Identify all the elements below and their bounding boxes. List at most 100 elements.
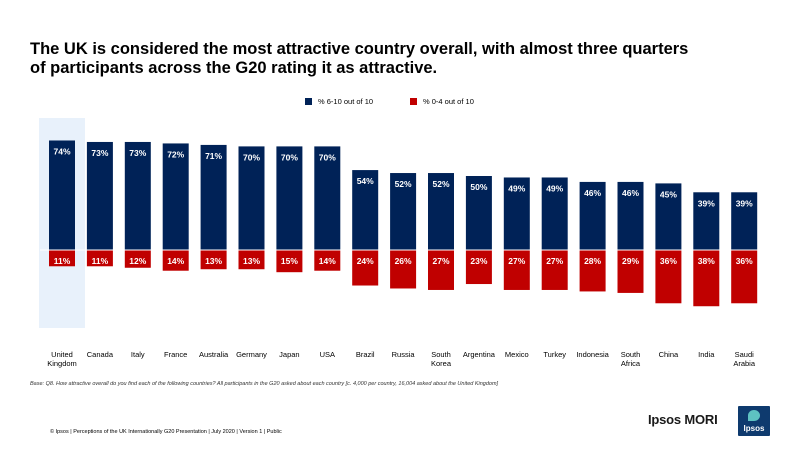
category-label: Africa — [621, 359, 641, 368]
bar-positive — [124, 141, 151, 250]
legend-swatch-positive — [305, 98, 312, 105]
category-label: France — [164, 350, 187, 359]
category-label: Turkey — [543, 350, 566, 359]
bar-negative — [314, 250, 341, 271]
legend-label-positive: % 6-10 out of 10 — [318, 97, 374, 106]
chart-title: The UK is considered the most attractive… — [30, 40, 689, 77]
bar-negative — [503, 250, 530, 290]
bar-negative-label: 11% — [54, 256, 71, 266]
bar-negative-label: 13% — [205, 256, 222, 266]
legend-item-positive: % 6-10 out of 10 — [305, 97, 373, 106]
bar-positive-label: 70% — [243, 152, 260, 162]
bar-negative — [693, 250, 720, 307]
bar-positive-label: 39% — [736, 198, 753, 208]
bar-negative — [465, 250, 492, 285]
bar-negative-label: 11% — [92, 256, 109, 266]
bar-negative — [352, 250, 379, 286]
bar-negative — [124, 250, 151, 268]
category-label: Brazil — [356, 350, 375, 359]
legend-swatch-negative — [410, 98, 417, 105]
legend: % 6-10 out of 10 % 0-4 out of 10 — [0, 97, 800, 111]
base-note: Base: Q8. How attractive overall do you … — [30, 381, 499, 387]
bar-positive-label: 46% — [622, 188, 639, 198]
bar-negative-label: 26% — [395, 256, 412, 266]
bar-positive-label: 39% — [698, 198, 715, 208]
category-label: South — [431, 350, 451, 359]
category-label: Saudi — [735, 350, 755, 359]
category-label: Argentina — [463, 350, 496, 359]
bar-negative-label: 13% — [243, 256, 260, 266]
bar-positive-label: 49% — [546, 183, 563, 193]
category-label: Australia — [199, 350, 229, 359]
category-label: Italy — [131, 350, 145, 359]
bar-positive-label: 46% — [584, 188, 601, 198]
bar-positive — [352, 170, 379, 250]
category-label: Japan — [279, 350, 299, 359]
bar-positive-label: 74% — [53, 146, 70, 156]
category-label: India — [698, 350, 715, 359]
bar-positive-label: 73% — [129, 148, 146, 158]
bar-positive-label: 70% — [281, 152, 298, 162]
bar-negative — [390, 250, 417, 289]
bar-negative — [428, 250, 454, 290]
bar-positive — [541, 177, 568, 250]
category-label: South — [621, 350, 641, 359]
category-label: Korea — [431, 359, 452, 368]
bar-negative-label: 24% — [357, 256, 374, 266]
legend-label-negative: % 0-4 out of 10 — [423, 97, 474, 106]
bar-negative-label: 27% — [432, 256, 449, 266]
category-label: Arabia — [733, 359, 756, 368]
ipsos-logo: Ipsos — [738, 406, 770, 436]
bar-negative — [731, 250, 758, 304]
bar-negative-label: 12% — [129, 256, 146, 266]
category-label: Russia — [392, 350, 416, 359]
bar-positive-label: 52% — [432, 179, 449, 189]
category-label: Canada — [87, 350, 114, 359]
bar-positive — [693, 192, 720, 250]
bar-positive — [200, 144, 227, 250]
bar-negative-label: 15% — [281, 256, 298, 266]
legend-item-negative: % 0-4 out of 10 — [410, 97, 474, 106]
bar-positive — [86, 141, 113, 250]
bar-negative-label: 28% — [584, 256, 601, 266]
bar-negative-label: 36% — [660, 256, 677, 266]
bar-negative — [617, 250, 644, 293]
bar-positive-label: 50% — [470, 182, 487, 192]
bar-negative-label: 27% — [546, 256, 563, 266]
bar-negative — [655, 250, 682, 304]
bar-positive-label: 73% — [91, 148, 108, 158]
bar-negative-label: 29% — [622, 256, 639, 266]
bar-negative-label: 14% — [167, 256, 184, 266]
brand-name: Ipsos MORI — [648, 412, 718, 427]
bar-negative-label: 23% — [470, 256, 487, 266]
bar-positive — [655, 183, 682, 250]
bar-positive-label: 54% — [357, 176, 374, 186]
bar-positive — [276, 146, 303, 250]
category-label: Germany — [236, 350, 267, 359]
bar-positive — [314, 146, 341, 250]
category-label: Mexico — [505, 350, 529, 359]
bar-positive — [617, 181, 644, 250]
bar-negative — [200, 250, 227, 270]
bar-positive-label: 52% — [395, 179, 412, 189]
category-label: USA — [320, 350, 335, 359]
bar-positive-label: 72% — [167, 149, 184, 159]
bar-negative — [162, 250, 189, 271]
bar-positive-label: 70% — [319, 152, 336, 162]
bar-negative — [541, 250, 568, 290]
bar-positive — [49, 140, 75, 250]
bar-negative — [238, 250, 265, 270]
bar-positive-label: 71% — [205, 151, 222, 161]
bar-positive — [503, 177, 530, 250]
bar-positive-label: 45% — [660, 189, 677, 199]
category-label: China — [659, 350, 679, 359]
bar-negative-label: 27% — [508, 256, 525, 266]
bar-negative — [579, 250, 606, 292]
bar-negative-label: 14% — [319, 256, 336, 266]
bar-positive — [428, 173, 454, 250]
bar-positive — [579, 181, 606, 250]
bar-positive — [731, 192, 758, 250]
category-label: Indonesia — [576, 350, 609, 359]
bar-positive — [162, 143, 189, 250]
